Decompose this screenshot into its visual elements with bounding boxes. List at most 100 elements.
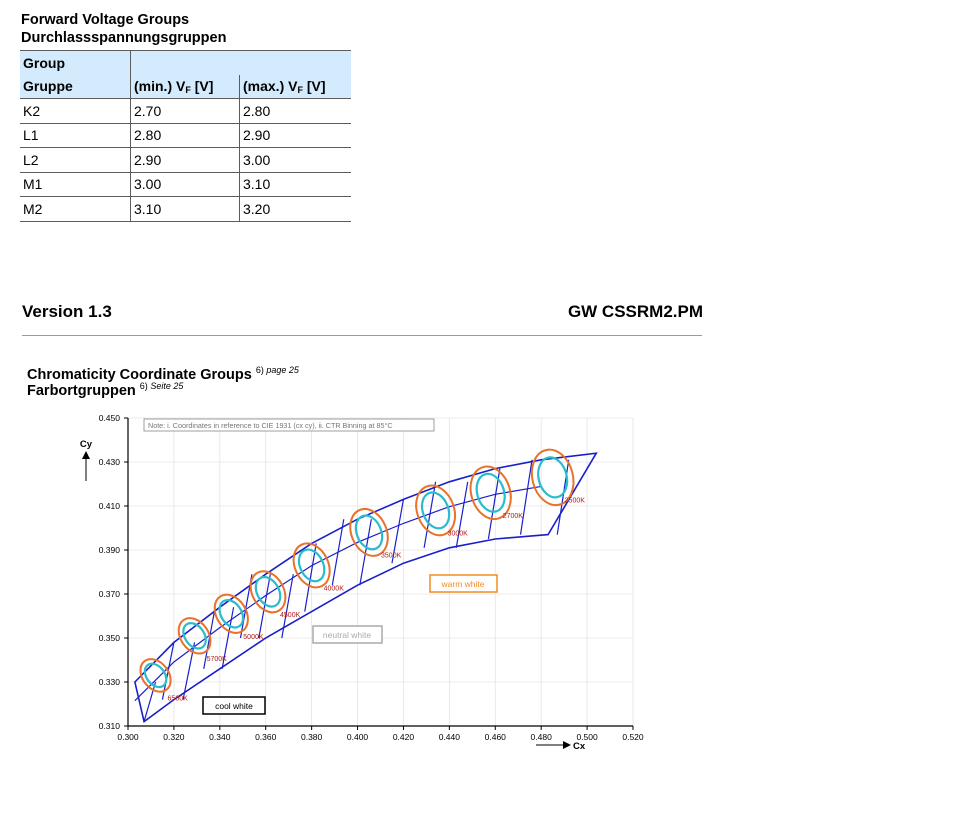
- inner-ellipse: [354, 514, 384, 551]
- y-axis-label: Cy: [80, 439, 93, 450]
- x-tick-label: 0.520: [622, 732, 644, 742]
- x-tick-label: 0.380: [301, 732, 323, 742]
- bin-midline: [134, 485, 542, 702]
- cell-min: 3.00: [130, 172, 240, 197]
- inner-ellipse: [254, 575, 282, 608]
- header-group-en: Group: [20, 50, 131, 75]
- outer-ellipse: [213, 593, 249, 634]
- cell-max: 3.10: [239, 172, 351, 197]
- table-row: L1 2.80 2.90: [20, 123, 351, 148]
- x-tick-label: 0.320: [163, 732, 185, 742]
- header-max: (max.) VF [V]: [239, 74, 351, 99]
- inner-ellipse: [475, 472, 506, 513]
- y-tick-label: 0.310: [99, 721, 121, 731]
- header-blank: [130, 50, 351, 75]
- header-group-de: Gruppe: [20, 74, 131, 99]
- cool-white-box: [202, 696, 266, 715]
- y-tick-label: 0.350: [99, 633, 121, 643]
- table-row: L2 2.90 3.00: [20, 147, 351, 173]
- bin-divider: [143, 681, 157, 722]
- x-tick-label: 0.460: [485, 732, 507, 742]
- version-label: Version 1.3: [22, 302, 112, 321]
- neutral-white-label: neutral white: [323, 630, 371, 640]
- x-axis-label: Cx: [573, 741, 586, 752]
- x-tick-label: 0.480: [531, 732, 553, 742]
- cell-max: 3.20: [239, 196, 351, 222]
- x-arrow-head: [563, 741, 571, 749]
- outer-ellipse: [177, 617, 212, 655]
- cell-max: 3.00: [239, 147, 351, 173]
- cct-label: 2500K: [565, 497, 586, 504]
- cell-group: K2: [20, 98, 131, 124]
- cell-min: 2.90: [130, 147, 240, 173]
- bin-divider: [221, 607, 235, 669]
- cct-label: 3500K: [381, 552, 402, 559]
- forward-voltage-table: Group Gruppe (min.) VF [V] (max.) VF [V]…: [20, 50, 351, 222]
- chart-axes: 0.300 0.320 0.340 0.360 0.380 0.400 0.420 0.440…: [80, 413, 644, 752]
- outer-ellipse: [249, 570, 287, 614]
- x-tick-label: 0.400: [347, 732, 369, 742]
- bin-divider: [359, 519, 372, 586]
- cc-title-de: Farbortgruppen 6) Seite 25: [27, 381, 184, 399]
- note-box: [143, 418, 435, 432]
- cell-max: 2.80: [239, 98, 351, 124]
- inner-ellipse: [182, 622, 207, 650]
- cell-group: M2: [20, 196, 131, 222]
- inner-ellipse: [537, 456, 569, 499]
- x-tick-label: 0.420: [393, 732, 415, 742]
- cell-group: L2: [20, 147, 131, 173]
- bin-divider: [304, 543, 317, 612]
- vf-title-de: Durchlassspannungsgruppen: [21, 30, 227, 46]
- x-tick-label: 0.440: [439, 732, 461, 742]
- warm-white-label: warm white: [441, 579, 485, 589]
- table-row: K2 2.70 2.80: [20, 98, 351, 124]
- chromaticity-chart: 0.300 0.320 0.340 0.360 0.380 0.400 0.420 0.440…: [80, 413, 644, 752]
- inner-ellipse: [297, 548, 326, 583]
- cell-group: L1: [20, 123, 131, 148]
- cell-group: M1: [20, 172, 131, 197]
- inner-ellipse: [143, 662, 168, 689]
- outer-ellipse: [469, 465, 512, 521]
- outer-ellipse: [292, 542, 331, 589]
- inner-ellipse: [218, 599, 245, 629]
- note-text: Note: i. Coordinates in reference to CIE…: [148, 421, 393, 430]
- bin-divider: [331, 519, 345, 586]
- cc-title-en: Chromaticity Coordinate Groups 6) page 2…: [27, 365, 299, 383]
- bin-divider: [519, 459, 533, 535]
- y-tick-label: 0.330: [99, 677, 121, 687]
- table-row: M1 3.00 3.10: [20, 172, 351, 197]
- y-tick-label: 0.410: [99, 501, 121, 511]
- divider: [22, 335, 702, 336]
- cct-label: 4500K: [280, 612, 301, 619]
- x-tick-label: 0.500: [576, 732, 598, 742]
- table-header-row: Group: [20, 50, 351, 75]
- y-tick-label: 0.390: [99, 545, 121, 555]
- cct-label: 2700K: [503, 513, 524, 520]
- y-tick-label: 0.370: [99, 589, 121, 599]
- cct-label: 3000K: [448, 530, 469, 537]
- x-tick-label: 0.300: [117, 732, 139, 742]
- outer-ellipse: [415, 484, 457, 537]
- y-arrow-head: [82, 451, 90, 459]
- cct-label: 6500K: [168, 695, 189, 702]
- chart-labels: Note: i. Coordinates in reference to CIE…: [143, 418, 586, 715]
- cell-max: 2.90: [239, 123, 351, 148]
- outer-ellipse: [349, 508, 389, 557]
- cct-label: 4000K: [324, 585, 345, 592]
- y-tick-label: 0.430: [99, 457, 121, 467]
- table-header-row: Gruppe (min.) VF [V] (max.) VF [V]: [20, 74, 351, 99]
- inner-ellipse: [420, 491, 451, 530]
- bin-divider: [455, 481, 469, 548]
- bin-outline: [134, 452, 598, 723]
- document-name: GW CSSRM2.PM: [567, 302, 703, 321]
- outer-ellipse: [530, 448, 575, 507]
- bin-divider: [391, 499, 405, 564]
- bin-divider: [281, 574, 294, 639]
- chart-bins: [134, 448, 598, 723]
- cell-min: 2.80: [130, 123, 240, 148]
- cell-min: 2.70: [130, 98, 240, 124]
- cct-label: 5000K: [243, 634, 264, 641]
- bin-divider: [258, 574, 271, 639]
- cct-label: 5700K: [207, 656, 228, 663]
- neutral-white-box: [312, 625, 383, 644]
